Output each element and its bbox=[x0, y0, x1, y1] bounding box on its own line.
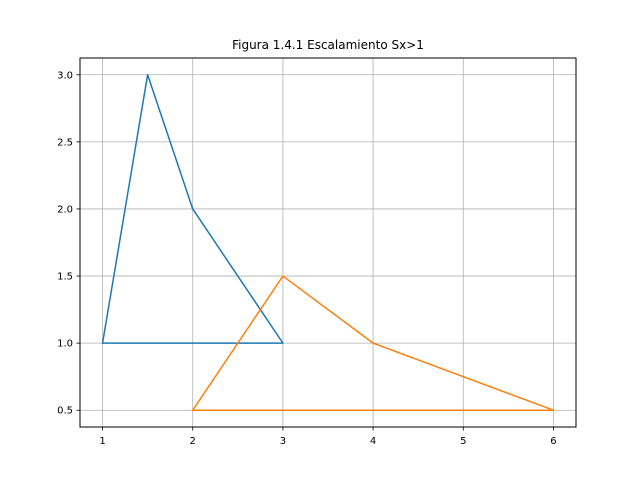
series-line-2 bbox=[191, 275, 555, 412]
y-tick-label: 1.0 bbox=[57, 339, 73, 350]
grid-lines bbox=[80, 58, 576, 427]
series-layer bbox=[101, 74, 555, 412]
x-tick-label: 3 bbox=[280, 436, 286, 447]
x-tick-label: 5 bbox=[460, 436, 466, 447]
y-tick-label: 1.5 bbox=[57, 272, 73, 283]
y-tick-label: 0.5 bbox=[57, 406, 73, 417]
x-tick-label: 2 bbox=[190, 436, 196, 447]
x-axis: 1 2 3 4 5 6 bbox=[99, 427, 557, 447]
x-tick-label: 1 bbox=[99, 436, 105, 447]
plot-frame bbox=[79, 57, 577, 428]
series-line-1 bbox=[101, 74, 284, 345]
y-tick-label: 2.5 bbox=[57, 137, 73, 148]
y-axis: 0.5 1.0 1.5 2.0 2.5 3.0 bbox=[57, 70, 80, 417]
x-tick-label: 6 bbox=[550, 436, 556, 447]
y-tick-label: 3.0 bbox=[57, 70, 73, 81]
x-tick-label: 4 bbox=[370, 436, 376, 447]
y-tick-label: 2.0 bbox=[57, 204, 73, 215]
chart-title: Figura 1.4.1 Escalamiento Sx>1 bbox=[232, 38, 424, 52]
